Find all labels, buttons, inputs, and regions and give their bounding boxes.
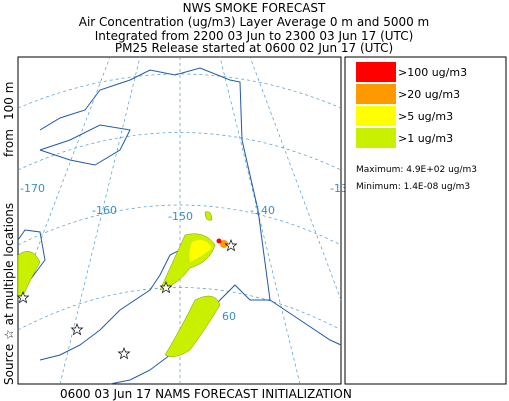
side-text: 100 m [2,82,16,120]
legend: >100 ug/m3 >20 ug/m3 >5 ug/m3 >1 ug/m3 [356,62,467,148]
maximum: Maximum: 4.9E+02 ug/m3 [356,165,477,175]
map [16,56,342,385]
graticule [17,204,342,246]
map-label: -170 [20,182,45,195]
smoke-plume [189,240,212,262]
side-text: from [2,129,16,157]
map-label: -160 [92,204,117,217]
smoke-plume [17,211,221,357]
subtitle: Air Concentration (ug/m3) Layer Average … [79,15,430,29]
footer: 0600 03 Jun 17 NAMS FORECAST INITIALIZAT… [60,387,352,401]
map-label: -140 [250,204,275,217]
graticule [17,132,342,171]
legend-label: >1 ug/m3 [398,132,453,145]
graticule [17,56,342,385]
legend-swatch [356,84,396,104]
map-label: -150 [168,210,193,223]
subtitle: Integrated from 2200 03 Jun to 2300 03 J… [95,29,414,43]
smoke-plume [216,238,222,244]
side-text: Source ☆ at multiple locations [2,203,16,385]
side-label: Source ☆ at multiple locations from 100 … [2,82,16,385]
subtitle: PM25 Release started at 0600 02 Jun 17 (… [115,41,393,55]
smoke-plume [220,240,228,248]
legend-swatch [356,128,396,148]
legend-label: >20 ug/m3 [398,88,460,101]
map-label: 60 [222,310,236,323]
legend-label: >5 ug/m3 [398,110,453,123]
title: NWS SMOKE FORECAST [183,1,326,15]
source-markers [16,239,238,360]
minimum: Minimum: 1.4E-08 ug/m3 [356,182,470,192]
legend-swatch [356,62,396,82]
legend-swatch [356,106,396,126]
legend-label: >100 ug/m3 [398,66,467,79]
